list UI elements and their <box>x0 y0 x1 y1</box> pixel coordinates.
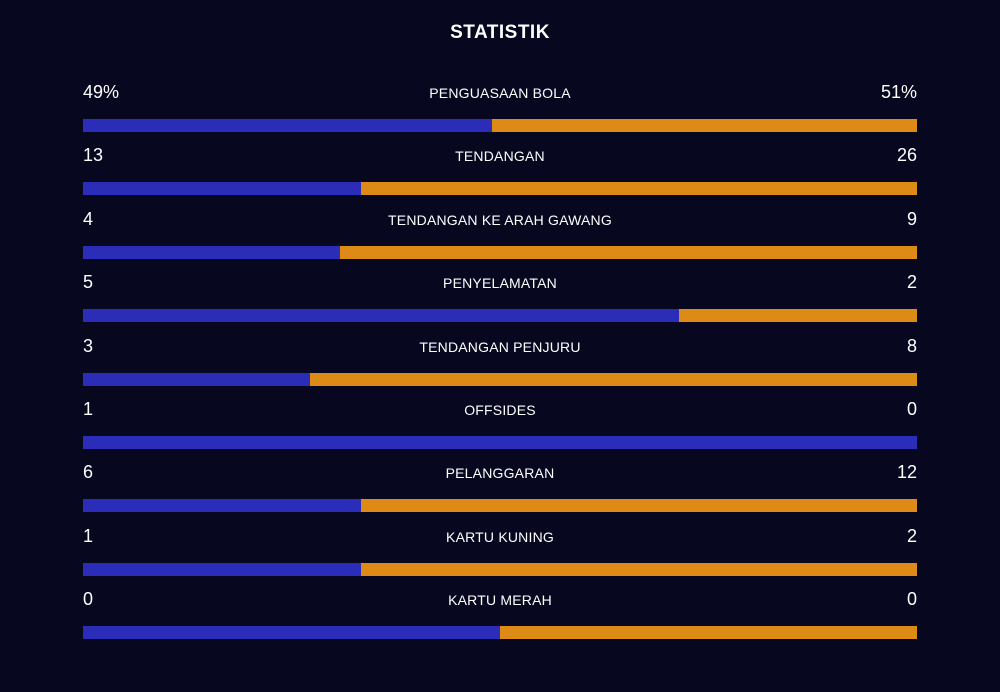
home-value: 3 <box>83 335 94 356</box>
home-value: 1 <box>83 398 94 419</box>
comparison-bar <box>83 499 917 513</box>
home-bar-segment <box>83 182 361 196</box>
comparison-bar <box>83 182 917 196</box>
stat-row-shots-on-target: 4 TENDANGAN KE ARAH GAWANG 9 <box>83 207 917 270</box>
comparison-bar <box>83 119 917 132</box>
stat-row-possession: 49% PENGUASAAN BOLA 51% <box>83 80 917 143</box>
panel-title: STATISTIK <box>450 22 550 43</box>
stat-label: PELANGGARAN <box>445 465 555 482</box>
stat-row-yellow-cards: 1 KARTU KUNING 2 <box>83 524 917 587</box>
stat-row-offsides: 1 OFFSIDES 0 <box>83 397 917 460</box>
away-value: 26 <box>896 145 917 166</box>
stat-row-fouls: 6 PELANGGARAN 12 <box>83 460 917 523</box>
away-value: 2 <box>906 272 917 293</box>
stat-label: TENDANGAN <box>455 148 545 165</box>
home-value: 4 <box>83 208 94 229</box>
home-value: 0 <box>83 589 94 610</box>
stat-row-saves: 5 PENYELAMATAN 2 <box>83 270 917 333</box>
away-bar-segment <box>360 182 917 196</box>
comparison-bar <box>83 372 917 386</box>
away-bar-segment <box>360 499 917 513</box>
stat-label: OFFSIDES <box>464 401 536 418</box>
home-bar-segment <box>83 435 917 449</box>
away-bar-segment <box>339 245 917 259</box>
home-value: 1 <box>83 525 94 546</box>
comparison-bar <box>83 435 917 449</box>
home-bar-segment <box>83 499 361 513</box>
home-bar-segment <box>83 119 492 132</box>
home-value: 49% <box>83 82 120 102</box>
home-bar-segment <box>83 245 340 259</box>
away-bar-segment <box>500 626 917 640</box>
stat-label: TENDANGAN PENJURU <box>419 338 581 355</box>
home-value: 6 <box>83 462 94 483</box>
stat-label: PENYELAMATAN <box>443 275 557 292</box>
home-value: 5 <box>83 272 94 293</box>
away-bar-segment <box>360 562 917 576</box>
home-bar-segment <box>83 626 500 640</box>
stat-label: KARTU KUNING <box>446 528 554 545</box>
away-value: 12 <box>896 462 917 483</box>
away-value: 0 <box>906 589 917 610</box>
stats-list: 49% PENGUASAAN BOLA 51% 13 TENDANGAN 26 <box>83 80 917 651</box>
comparison-bar <box>83 626 917 640</box>
away-value: 9 <box>906 208 917 229</box>
home-value: 13 <box>83 145 104 166</box>
comparison-bar <box>83 245 917 259</box>
stat-row-shots: 13 TENDANGAN 26 <box>83 143 917 206</box>
home-bar-segment <box>83 372 311 386</box>
away-value: 0 <box>906 398 917 419</box>
stat-row-red-cards: 0 KARTU MERAH 0 <box>83 587 917 650</box>
home-bar-segment <box>83 562 361 576</box>
stat-label: KARTU MERAH <box>448 592 552 609</box>
stat-row-corners: 3 TENDANGAN PENJURU 8 <box>83 334 917 397</box>
away-value: 51% <box>880 82 917 102</box>
away-bar-segment <box>310 372 917 386</box>
stat-label: PENGUASAAN BOLA <box>429 85 571 101</box>
stat-label: TENDANGAN KE ARAH GAWANG <box>388 211 612 228</box>
comparison-bar <box>83 562 917 576</box>
away-bar-segment <box>678 309 917 323</box>
away-value: 8 <box>906 335 917 356</box>
away-value: 2 <box>906 525 917 546</box>
home-bar-segment <box>83 309 679 323</box>
comparison-bar <box>83 309 917 323</box>
away-bar-segment <box>491 119 917 132</box>
